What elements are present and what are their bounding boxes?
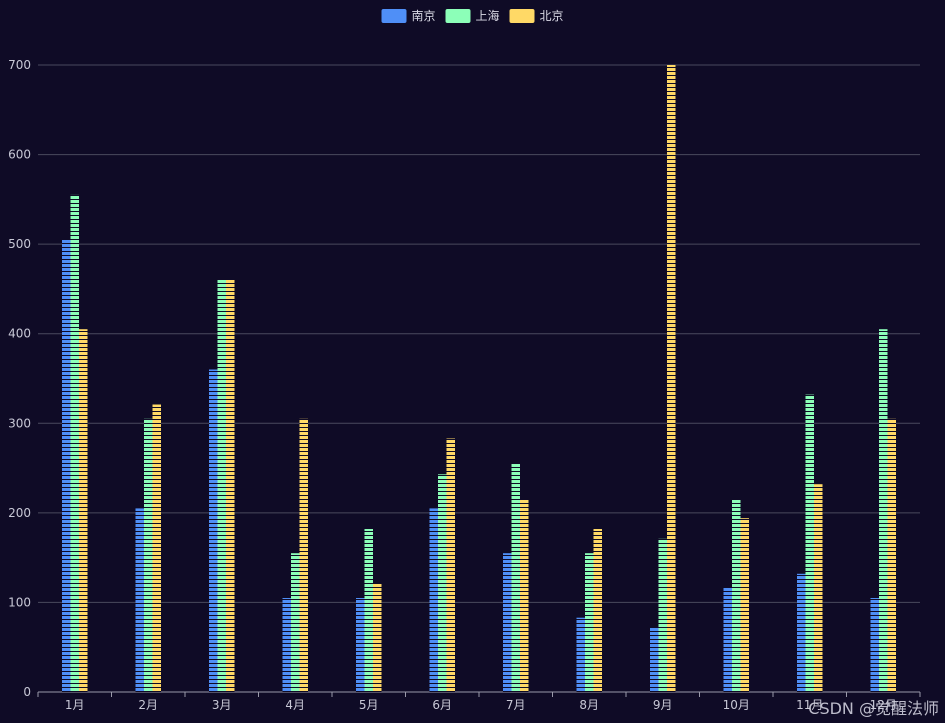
y-axis: 0 100 200 300 400 500 600 700 [8,58,31,699]
bar-1-2[interactable] [217,280,227,692]
legend-item-0[interactable]: 南京 [381,8,436,23]
bar-2-2[interactable] [226,280,235,692]
bar-1-7[interactable] [585,553,594,692]
x-tick-label: 3月 [212,698,232,712]
x-axis: 1月 2月 3月 4月 5月 6月 7月 8月 9月 10月 11月 12月 [37,691,921,712]
bar-1-8[interactable] [658,538,668,692]
bar-1-6[interactable] [511,463,521,692]
bar-2-6[interactable] [520,499,529,692]
legend-label: 北京 [540,9,564,23]
x-tick-label: 1月 [65,698,85,712]
legend-label: 上海 [476,8,500,23]
bar-2-7[interactable] [593,529,603,692]
y-tick-label: 300 [8,416,31,430]
x-tick-label: 12月 [870,698,897,712]
bar-1-10[interactable] [805,394,815,692]
bar-0-2[interactable] [209,369,218,693]
x-tick-label: 7月 [506,698,526,712]
bar-2-5[interactable] [446,438,456,693]
grid-lines [38,64,920,603]
bar-2-8[interactable] [667,65,676,692]
bar-2-9[interactable] [740,518,750,692]
y-tick-label: 700 [8,58,31,72]
x-tick-label: 5月 [359,698,379,712]
bar-2-11[interactable] [887,418,897,692]
y-tick-label: 100 [8,595,31,609]
bar-0-6[interactable] [503,553,512,692]
y-tick-label: 400 [8,327,31,341]
y-tick-label: 200 [8,506,31,520]
bar-2-0[interactable] [79,329,88,692]
bar-0-11[interactable] [870,598,880,692]
y-tick-label: 0 [23,685,31,699]
watermark: CSDN @觉醒法师 [808,699,939,718]
legend-swatch [445,9,471,23]
bar-0-3[interactable] [282,598,292,692]
bar-2-4[interactable] [373,583,382,692]
bar-0-8[interactable] [650,627,659,693]
bar-1-9[interactable] [732,499,741,692]
legend[interactable]: 南京 上海 北京 [381,8,564,23]
bar-2-1[interactable] [152,404,162,693]
legend-swatch [381,9,407,23]
x-tick-label: 11月 [796,698,823,712]
x-tick-label: 10月 [723,698,750,712]
bar-1-3[interactable] [291,553,300,692]
bar-1-0[interactable] [70,194,80,692]
bar-1-4[interactable] [364,529,374,692]
bar-2-10[interactable] [814,484,823,692]
x-tick-label: 6月 [432,698,452,712]
y-tick-label: 600 [8,148,31,162]
bar-0-5[interactable] [429,508,439,692]
bar-0-7[interactable] [576,617,586,692]
legend-item-1[interactable]: 上海 [445,8,500,23]
x-tick-label: 4月 [285,698,305,712]
bar-0-9[interactable] [723,587,733,692]
bar-1-5[interactable] [438,474,447,692]
x-tick-label: 8月 [579,698,599,712]
bars [62,65,896,692]
bar-0-1[interactable] [135,508,145,692]
x-tick-label: 2月 [138,698,158,712]
bar-0-0[interactable] [62,239,71,692]
y-tick-label: 500 [8,237,31,251]
bar-0-10[interactable] [797,573,806,692]
x-tick-label: 9月 [653,698,673,712]
bar-0-4[interactable] [356,598,365,692]
bar-1-11[interactable] [879,329,888,692]
bar-2-3[interactable] [299,418,309,692]
legend-swatch [509,9,535,23]
legend-item-2[interactable]: 北京 [509,9,564,23]
bar-1-1[interactable] [144,418,153,692]
legend-label: 南京 [412,8,436,23]
